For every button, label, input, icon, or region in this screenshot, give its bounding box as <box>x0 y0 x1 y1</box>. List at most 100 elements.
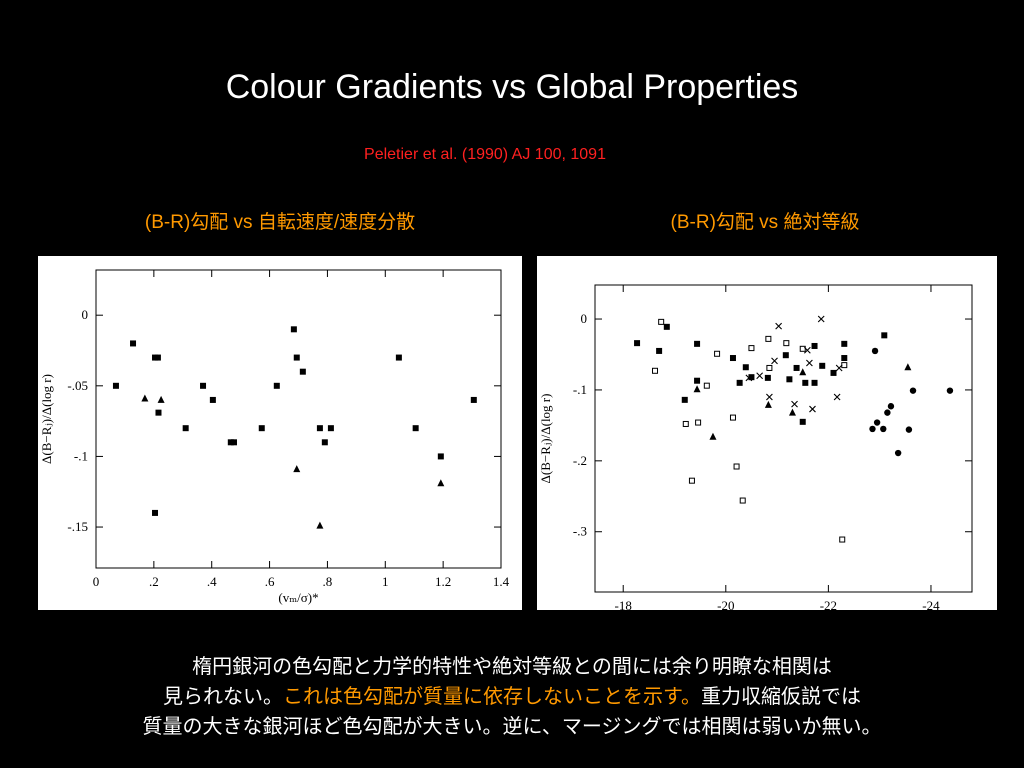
point <box>811 379 818 386</box>
point <box>209 396 216 403</box>
point <box>316 521 324 529</box>
point <box>293 354 300 361</box>
point <box>839 536 846 543</box>
point <box>873 419 881 426</box>
x-tick-label: .4 <box>207 574 217 589</box>
axis-label: Δ(B−Rⱼ)/Δ(log r) <box>39 374 54 464</box>
point <box>771 357 778 365</box>
point <box>321 439 328 446</box>
x-tick-label: .6 <box>265 574 275 589</box>
axis-label-part: B <box>786 624 793 635</box>
point <box>682 420 689 427</box>
point <box>835 364 843 372</box>
point <box>748 374 755 381</box>
point <box>157 395 165 403</box>
point <box>802 379 809 386</box>
point <box>694 377 701 384</box>
point <box>765 335 772 342</box>
point <box>946 387 954 394</box>
point <box>799 368 807 376</box>
point <box>764 374 771 381</box>
point <box>841 355 848 362</box>
text: 楕円銀河の色勾配と力学的特性や絶対等級との間には余り明瞭な相関は <box>192 656 832 678</box>
point <box>652 367 659 374</box>
y-tick-label: -.2 <box>573 453 587 468</box>
point <box>841 340 848 347</box>
point <box>681 396 688 403</box>
y-tick-label: -.3 <box>573 524 587 539</box>
point <box>766 364 773 371</box>
point <box>293 465 301 473</box>
point <box>273 382 280 389</box>
point <box>694 340 701 347</box>
point <box>316 425 323 432</box>
x-tick-label: 0 <box>93 574 100 589</box>
point <box>634 340 641 347</box>
point <box>299 368 306 375</box>
y-tick-label: -.1 <box>573 382 587 397</box>
point <box>830 369 837 376</box>
point <box>869 425 876 433</box>
axis-label: (vₘ/σ)* <box>278 590 318 605</box>
text: 見られない。 <box>163 686 283 708</box>
axis-label: Δ(B−Rⱼ)/Δ(log r) <box>538 394 553 484</box>
text: 重力収縮仮説では <box>701 686 861 708</box>
point <box>809 405 816 413</box>
point <box>748 345 755 352</box>
point <box>904 363 912 371</box>
point <box>884 409 891 416</box>
x-tick-label: -18 <box>615 598 632 613</box>
x-tick-label: 1.2 <box>435 574 451 589</box>
point <box>733 463 740 470</box>
y-tick-label: -.1 <box>74 448 88 463</box>
point <box>182 425 189 432</box>
body-text: 楕円銀河の色勾配と力学的特性や絶対等級との間には余り明瞭な相関は 見られない。こ… <box>0 652 1024 742</box>
x-tick-label: 1 <box>382 574 389 589</box>
point <box>905 426 913 433</box>
point <box>786 376 793 383</box>
point <box>799 418 806 425</box>
point <box>693 385 701 393</box>
x-tick-label: .2 <box>149 574 159 589</box>
point <box>152 509 159 516</box>
point <box>227 439 234 446</box>
axis-label: MB <box>774 614 793 635</box>
point <box>791 400 798 408</box>
x-tick-label: -24 <box>922 598 940 613</box>
point <box>729 355 736 362</box>
point <box>112 382 119 389</box>
point <box>880 425 887 433</box>
point <box>395 354 402 361</box>
point <box>782 352 789 359</box>
point <box>688 477 695 484</box>
point <box>200 382 207 389</box>
citation: Peletier et al. (1990) AJ 100, 1091 <box>364 146 606 163</box>
point <box>739 497 746 504</box>
point <box>756 372 764 380</box>
point <box>412 425 419 432</box>
point <box>894 449 902 457</box>
axis-label-part: M <box>774 614 786 629</box>
x-tick-label: .8 <box>323 574 333 589</box>
point <box>658 318 665 325</box>
point <box>817 315 825 323</box>
text: 質量の大きな銀河ほど色勾配が大きい。逆に、マージングでは相関は弱いか無い。 <box>142 716 882 738</box>
point <box>258 425 265 432</box>
point <box>833 393 841 401</box>
point <box>811 342 818 349</box>
point <box>663 323 670 330</box>
point <box>437 453 444 460</box>
plot-frame <box>594 284 973 593</box>
body-line: 質量の大きな銀河ほど色勾配が大きい。逆に、マージングでは相関は弱いか無い。 <box>0 712 1024 742</box>
point <box>154 354 161 361</box>
point <box>714 350 721 357</box>
x-tick-label: -20 <box>717 598 734 613</box>
point <box>764 400 772 408</box>
x-tick-label: 1.4 <box>493 574 510 589</box>
highlight-text: これは色勾配が質量に依存しないことを示す。 <box>283 686 701 708</box>
body-line: 見られない。これは色勾配が質量に依存しないことを示す。重力収縮仮説では <box>0 682 1024 712</box>
x-tick-label: -22 <box>820 598 837 613</box>
point <box>437 479 445 487</box>
panel <box>38 256 522 610</box>
